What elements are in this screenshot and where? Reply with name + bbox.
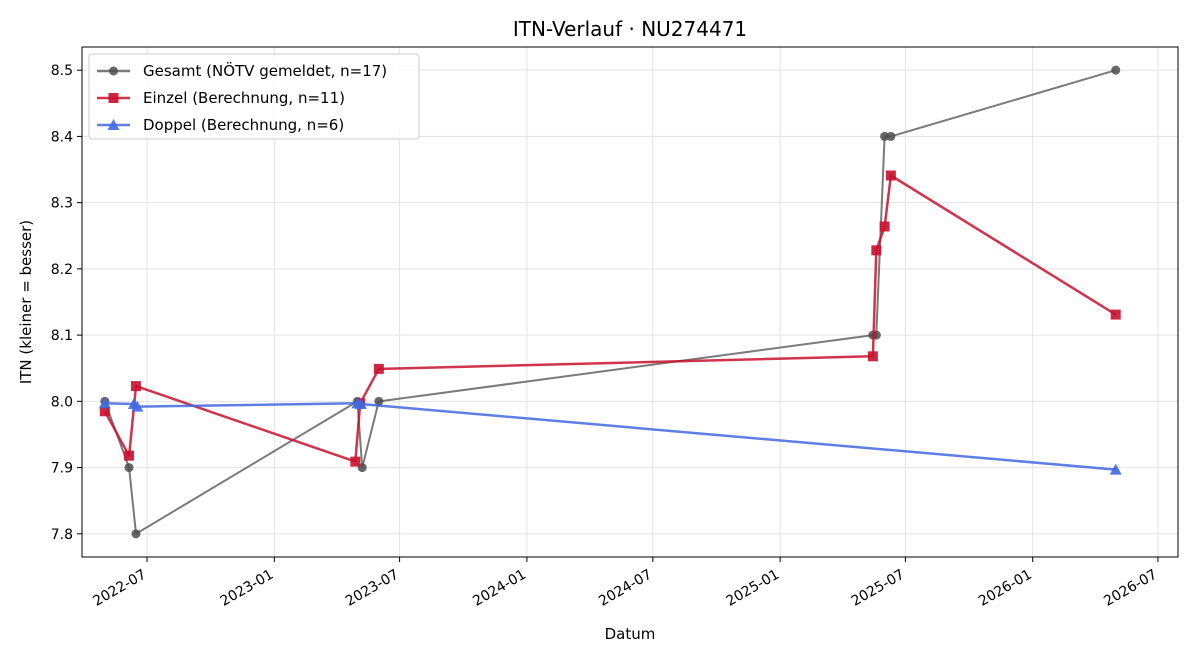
data-point bbox=[98, 397, 111, 409]
y-tick-label: 8.5 bbox=[51, 63, 73, 79]
legend-entry: Gesamt (NÖTV gemeldet, n=17) bbox=[143, 61, 387, 80]
data-point bbox=[1109, 463, 1122, 475]
series-layer bbox=[98, 65, 1122, 539]
data-point bbox=[354, 398, 367, 409]
legend-entry: Doppel (Berechnung, n=6) bbox=[143, 116, 344, 134]
chart-title: ITN-Verlauf · NU274471 bbox=[513, 17, 747, 41]
legend: Gesamt (NÖTV gemeldet, n=17) Einzel (Bere… bbox=[88, 53, 420, 140]
data-point bbox=[124, 463, 134, 473]
legend-entry: Einzel (Berechnung, n=11) bbox=[143, 89, 345, 107]
data-point bbox=[867, 351, 878, 362]
data-point bbox=[880, 131, 890, 141]
data-point bbox=[350, 456, 361, 467]
data-point bbox=[879, 221, 890, 232]
data-point bbox=[885, 170, 896, 181]
data-point bbox=[124, 450, 135, 461]
legend-marker bbox=[108, 93, 119, 103]
data-point bbox=[131, 400, 144, 412]
data-point bbox=[373, 363, 384, 374]
y-tick-label: 7.8 bbox=[51, 527, 73, 543]
y-tick-label: 7.9 bbox=[51, 461, 73, 477]
plot-frame bbox=[81, 46, 1179, 558]
y-tick-label: 8.2 bbox=[51, 262, 73, 278]
legend-box bbox=[88, 53, 420, 140]
data-point bbox=[131, 529, 141, 539]
data-point bbox=[374, 396, 384, 406]
series-triangle bbox=[98, 397, 1122, 475]
data-point bbox=[871, 245, 882, 256]
y-tick-label: 8.3 bbox=[51, 196, 73, 212]
series-line bbox=[104, 402, 1116, 471]
y-tick-label: 8.4 bbox=[51, 129, 73, 145]
legend-marker bbox=[107, 119, 120, 130]
x-axis-label: Datum bbox=[605, 625, 656, 643]
data-point bbox=[130, 381, 141, 392]
legend-marker bbox=[109, 66, 118, 76]
y-axis-label: ITN (kleiner = besser) bbox=[17, 220, 35, 384]
y-tick-label: 8.1 bbox=[51, 328, 73, 344]
data-point bbox=[886, 131, 896, 141]
data-point bbox=[1110, 309, 1121, 320]
data-point bbox=[99, 406, 110, 417]
data-point bbox=[1111, 65, 1121, 75]
series-circle bbox=[100, 65, 1121, 539]
y-tick-label: 8.0 bbox=[51, 394, 73, 410]
y-axis: 7.8 7.9 8.0 8.1 8.2 8.3 8.4 8.5 bbox=[51, 63, 82, 543]
